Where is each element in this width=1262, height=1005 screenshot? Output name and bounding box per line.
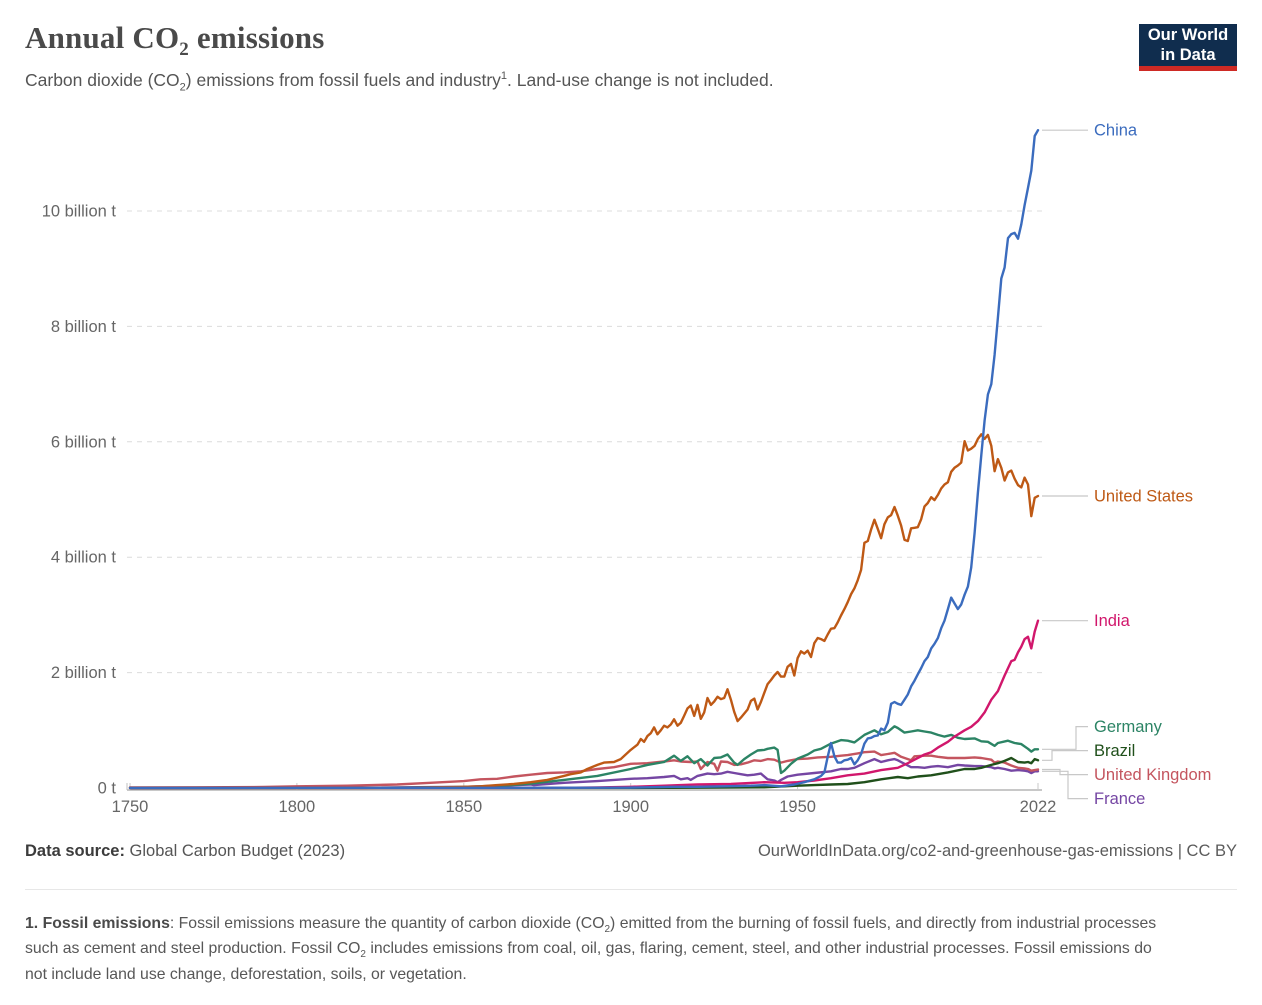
y-axis-label: 4 billion t — [51, 549, 117, 567]
page-title: Annual CO2 emissions — [25, 20, 325, 61]
label-connector-brazil — [1042, 750, 1088, 761]
chart-subtitle: Carbon dioxide (CO2) emissions from foss… — [25, 70, 774, 94]
series-line-united-kingdom[interactable] — [128, 750, 1040, 789]
series-label-india[interactable]: India — [1094, 612, 1131, 630]
x-axis-label: 1800 — [279, 798, 316, 816]
series-line-united-states[interactable] — [128, 433, 1040, 790]
data-source-label: Data source: — [25, 842, 125, 860]
x-axis-label: 1850 — [445, 798, 482, 816]
series-label-brazil[interactable]: Brazil — [1094, 742, 1135, 760]
x-axis-label: 2022 — [1020, 798, 1057, 816]
footnote-title: 1. Fossil emissions — [25, 915, 170, 932]
label-connector-france — [1042, 770, 1088, 800]
series-line-germany[interactable] — [128, 725, 1040, 790]
y-axis-label: 10 billion t — [42, 203, 117, 221]
series-line-china[interactable] — [128, 129, 1040, 790]
y-axis-label: 0 t — [98, 780, 117, 798]
label-connector-germany — [1042, 726, 1088, 750]
series-label-united-kingdom[interactable]: United Kingdom — [1094, 766, 1211, 784]
series-line-france[interactable] — [128, 757, 1040, 790]
emissions-line-chart: 0 t 2 billion t 4 billion t 6 billion t 8 bi… — [42, 122, 1212, 816]
series-label-united-states[interactable]: United States — [1094, 488, 1193, 506]
series-label-france[interactable]: France — [1094, 790, 1145, 808]
owid-logo[interactable]: Our World in Data — [1139, 24, 1237, 71]
series-line-india[interactable] — [128, 619, 1040, 790]
series-label-china[interactable]: China — [1094, 122, 1138, 140]
footer-divider — [25, 889, 1237, 890]
chart-header: Annual CO2 emissions Carbon dioxide (CO2… — [0, 0, 1262, 98]
series-line-brazil[interactable] — [128, 756, 1040, 790]
owid-logo-line1: Our World — [1147, 26, 1229, 44]
x-axis-label: 1750 — [112, 798, 149, 816]
x-axis-label: 1900 — [612, 798, 649, 816]
credit-link[interactable]: OurWorldInData.org/co2-and-greenhouse-ga… — [757, 842, 1237, 860]
x-axis-label: 1950 — [779, 798, 816, 816]
label-connector-united-kingdom — [1042, 768, 1088, 776]
y-axis-label: 2 billion t — [51, 664, 117, 682]
y-axis-label: 6 billion t — [51, 433, 117, 451]
chart-footer: Data source: Global Carbon Budget (2023)… — [0, 842, 1262, 861]
data-source: Data source: Global Carbon Budget (2023) — [25, 842, 345, 861]
owid-logo-line2: in Data — [1160, 46, 1216, 64]
footnote: 1. Fossil emissions: Fossil emissions me… — [25, 915, 1157, 983]
y-axis-label: 8 billion t — [51, 318, 117, 336]
series-label-germany[interactable]: Germany — [1094, 718, 1163, 736]
data-source-value: Global Carbon Budget (2023) — [124, 842, 346, 860]
